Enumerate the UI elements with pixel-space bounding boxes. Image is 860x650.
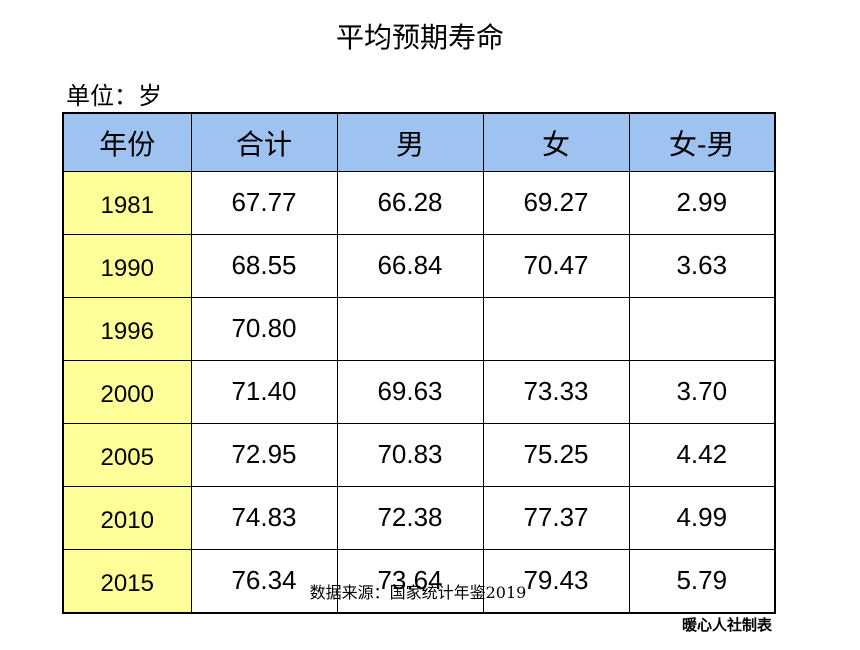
female-cell: 69.27 <box>482 171 630 235</box>
year-cell: 1996 <box>62 297 192 361</box>
total-cell: 74.83 <box>190 486 338 550</box>
year-cell: 1981 <box>62 171 192 235</box>
total-cell: 70.80 <box>190 297 338 361</box>
female-cell: 79.43 <box>482 549 630 614</box>
female-cell: 70.47 <box>482 234 630 298</box>
header-total: 合计 <box>190 112 338 172</box>
diff-cell: 3.63 <box>628 234 776 298</box>
data-source-note: 数据来源：国家统计年鉴2019 <box>309 583 527 602</box>
female-cell: 75.25 <box>482 423 630 487</box>
female-cell: 73.33 <box>482 360 630 424</box>
header-diff: 女-男 <box>628 112 776 172</box>
male-cell: 73.64 <box>336 549 484 614</box>
year-cell: 2015 <box>62 549 192 614</box>
year-cell: 2000 <box>62 360 192 424</box>
table-row: 2010 74.83 72.38 77.37 4.99 <box>62 486 776 550</box>
table-row: 2000 71.40 69.63 73.33 3.70 <box>62 360 776 424</box>
male-cell: 66.84 <box>336 234 484 298</box>
diff-cell: 2.99 <box>628 171 776 235</box>
header-row: 年份 合计 男 女 女-男 <box>62 112 776 172</box>
diff-cell: 3.70 <box>628 360 776 424</box>
diff-cell <box>628 297 776 361</box>
table-row: 1981 67.77 66.28 69.27 2.99 <box>62 171 776 235</box>
male-cell: 66.28 <box>336 171 484 235</box>
table-row: 2015 76.34 73.64 79.43 5.79 <box>62 549 776 614</box>
chart-title: 平均预期寿命 <box>335 21 504 54</box>
diff-cell: 4.42 <box>628 423 776 487</box>
male-cell: 70.83 <box>336 423 484 487</box>
header-female: 女 <box>482 112 630 172</box>
table-row: 1996 70.80 <box>62 297 776 361</box>
header-year: 年份 <box>62 112 192 172</box>
diff-cell: 5.79 <box>628 549 776 614</box>
male-cell: 69.63 <box>336 360 484 424</box>
year-cell: 2010 <box>62 486 192 550</box>
female-cell: 77.37 <box>482 486 630 550</box>
year-cell: 2005 <box>62 423 192 487</box>
male-cell <box>336 297 484 361</box>
diff-cell: 4.99 <box>628 486 776 550</box>
total-cell: 71.40 <box>190 360 338 424</box>
header-male: 男 <box>336 112 484 172</box>
total-cell: 67.77 <box>190 171 338 235</box>
total-cell: 76.34 <box>190 549 338 614</box>
unit-label: 单位：岁 <box>66 82 162 110</box>
credit-note: 暖心人社制表 <box>681 616 772 634</box>
total-cell: 72.95 <box>190 423 338 487</box>
year-cell: 1990 <box>62 234 192 298</box>
table-row: 1990 68.55 66.84 70.47 3.63 <box>62 234 776 298</box>
life-expectancy-table: 年份 合计 男 女 女-男 1981 67.77 66.28 69.27 2.9… <box>62 112 776 614</box>
female-cell <box>482 297 630 361</box>
male-cell: 72.38 <box>336 486 484 550</box>
table-row: 2005 72.95 70.83 75.25 4.42 <box>62 423 776 487</box>
total-cell: 68.55 <box>190 234 338 298</box>
